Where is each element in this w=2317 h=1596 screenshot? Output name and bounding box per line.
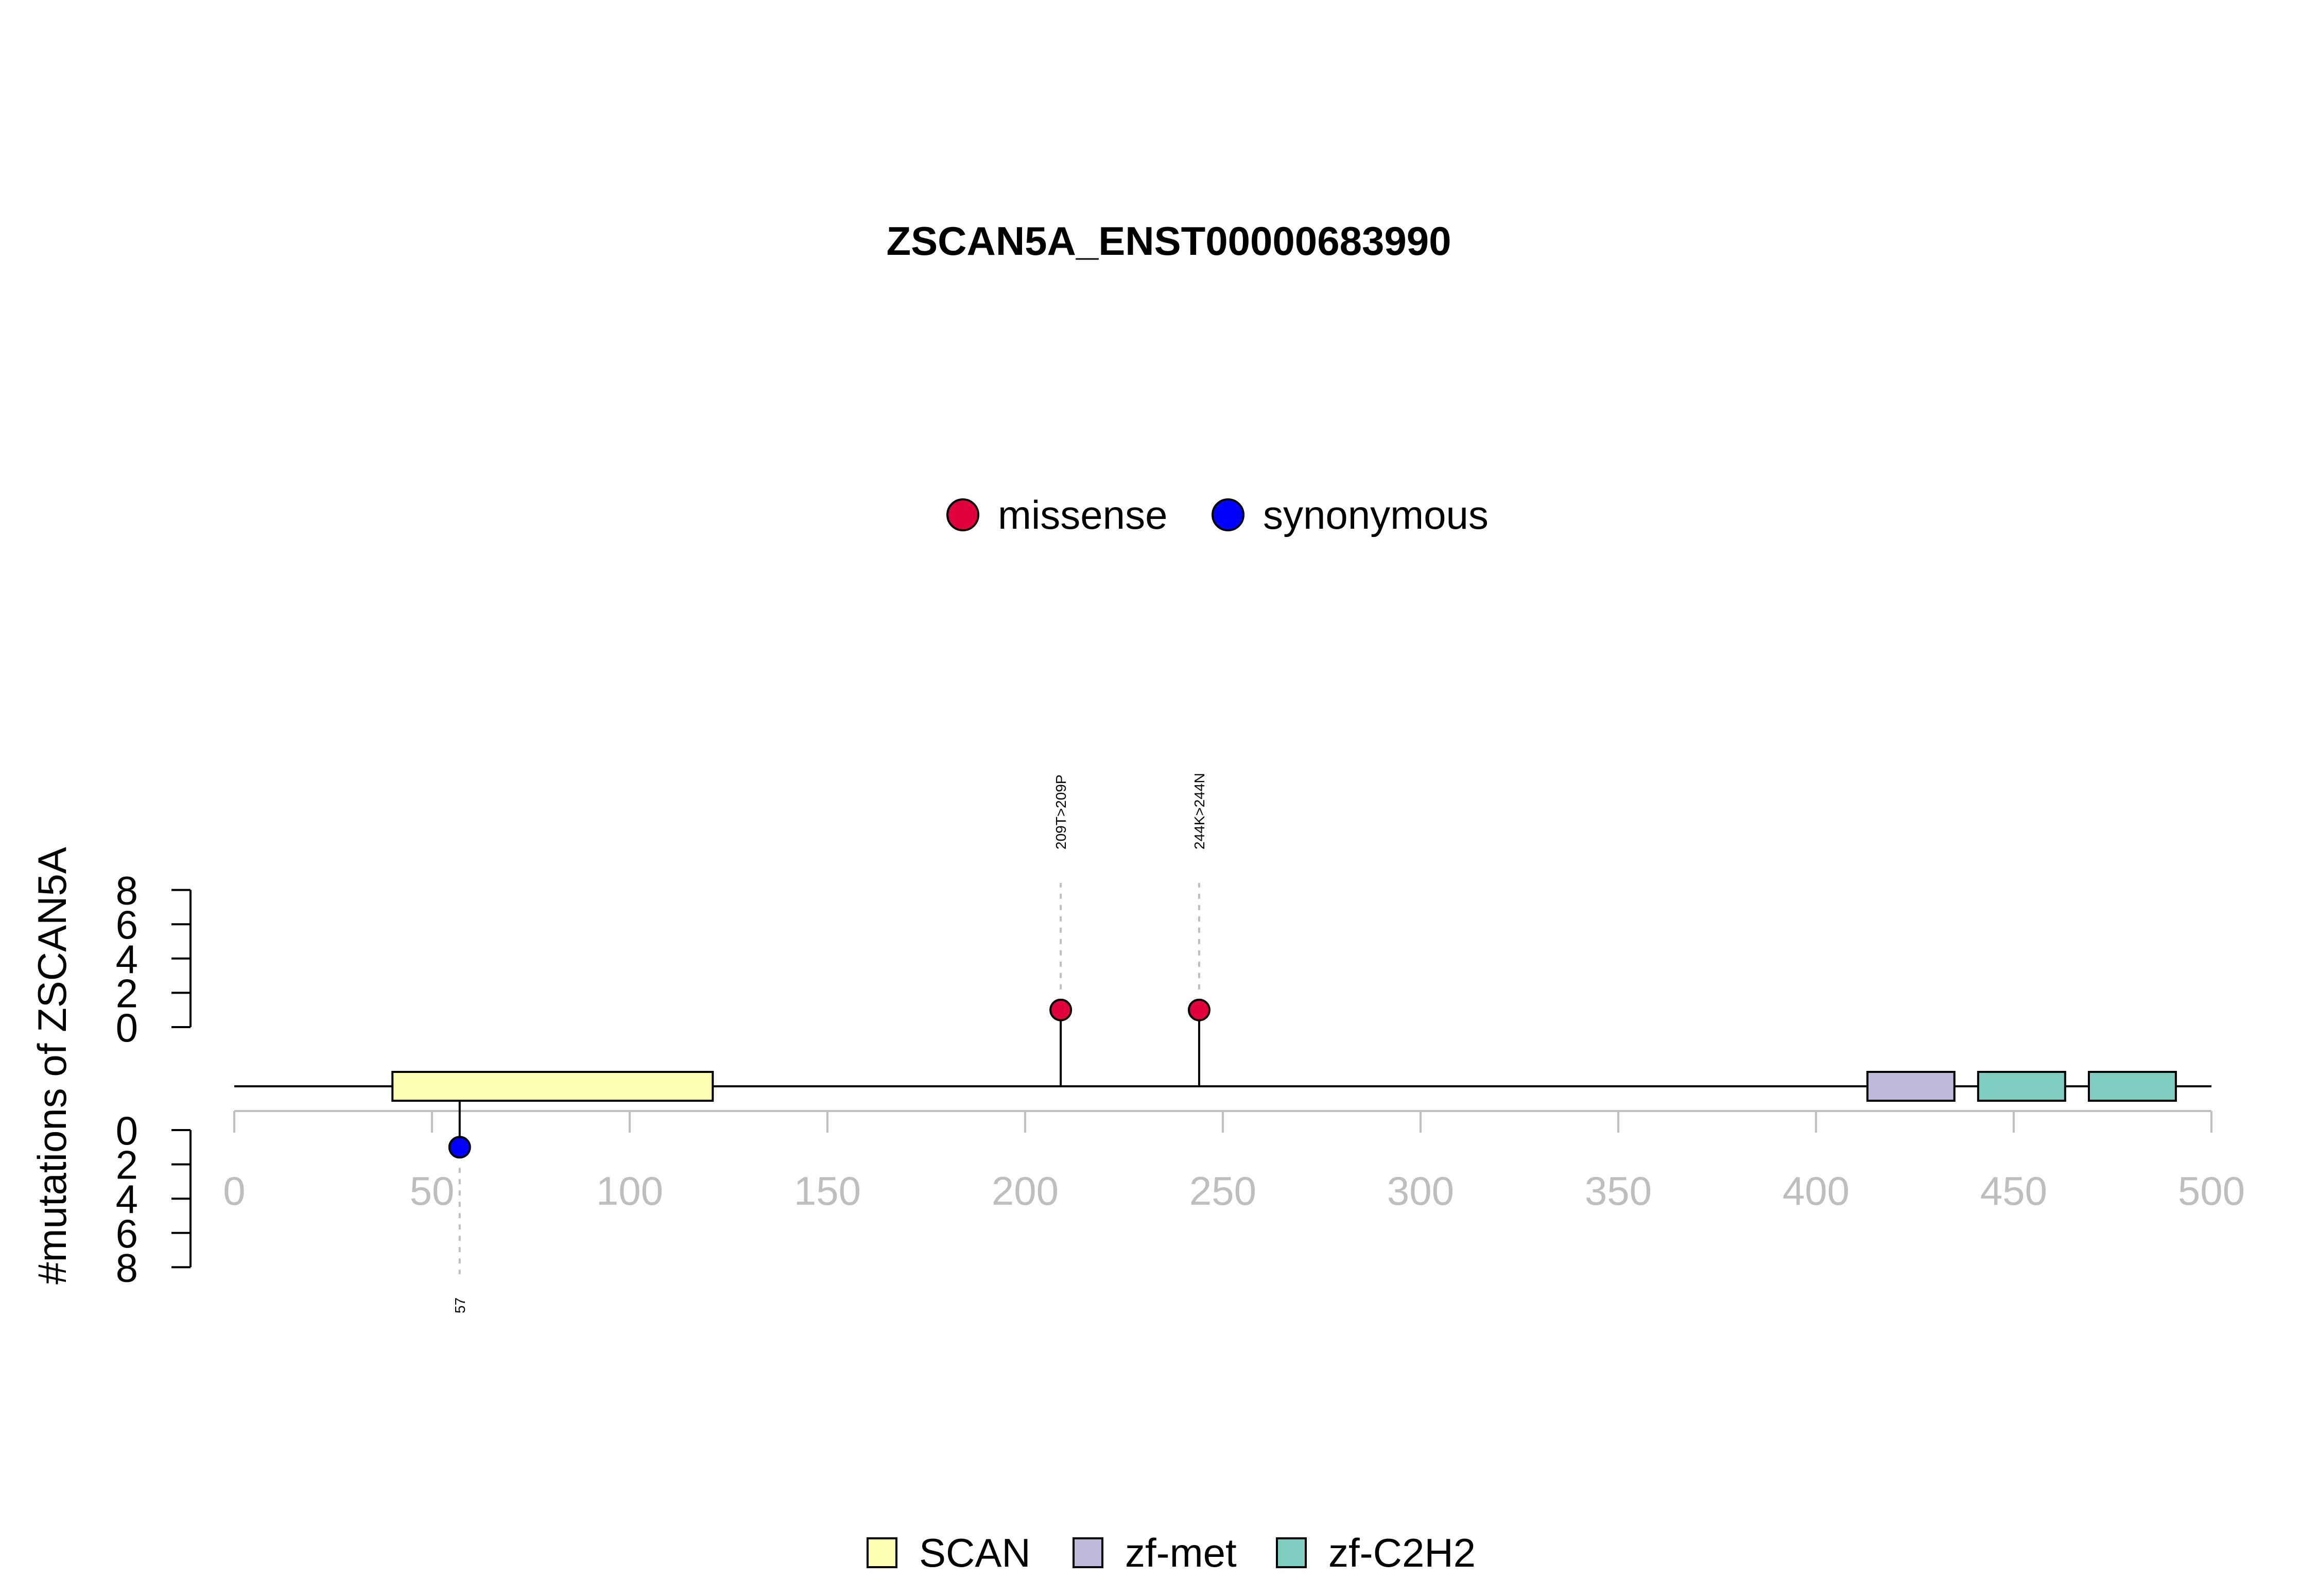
x-tick-label-100: 100 [596, 1168, 663, 1213]
x-tick-label-300: 300 [1387, 1168, 1454, 1213]
legend-marker-synonymous [1212, 498, 1244, 531]
legend-label-missense: missense [998, 492, 1167, 537]
mutation-lollipops: 209T>209P 244K>244N 57 [448, 773, 1211, 1313]
mutation-label-209: 209T>209P [1053, 774, 1069, 849]
mutation-head-57 [448, 1136, 471, 1159]
x-tick-label-150: 150 [794, 1168, 861, 1213]
protein-domains [391, 1071, 2177, 1102]
x-tick-label-200: 200 [992, 1168, 1059, 1213]
y-tick-label-upper-4: 4 [116, 936, 138, 982]
y-tick-label-upper-8: 8 [116, 868, 138, 913]
domain-legend: SCAN zf-met zf-C2H2 [867, 1530, 1476, 1575]
domain-zf-C2H2-3 [2087, 1071, 2177, 1102]
domain-legend-label-SCAN: SCAN [919, 1530, 1031, 1575]
x-tick-label-450: 450 [1980, 1168, 2047, 1213]
mutation-label-244: 244K>244N [1191, 773, 1207, 849]
y-tick-label-lower-2: 2 [116, 1142, 138, 1188]
domain-legend-swatch-SCAN [867, 1537, 897, 1568]
domain-SCAN-0 [391, 1071, 714, 1102]
x-tick-label-250: 250 [1189, 1168, 1256, 1213]
domain-zf-met-1 [1866, 1071, 1956, 1102]
x-axis: 0 50 100 150 200 250 300 350 400 450 500 [223, 1110, 2245, 1213]
y-tick-label-lower-6: 6 [116, 1211, 138, 1256]
y-tick-label-lower-8: 8 [116, 1245, 138, 1290]
x-tick-label-350: 350 [1585, 1168, 1652, 1213]
x-tick-label-500: 500 [2178, 1168, 2245, 1213]
x-tick-label-50: 50 [410, 1168, 455, 1213]
chart-title: ZSCAN5A_ENST00000683990 [887, 218, 1451, 264]
domain-legend-label-zf-C2H2: zf-C2H2 [1328, 1530, 1476, 1575]
mutation-head-244 [1187, 998, 1211, 1021]
y-tick-label-upper-2: 2 [116, 970, 138, 1016]
y-tick-label-lower-4: 4 [116, 1176, 138, 1222]
mutation-label-57: 57 [452, 1297, 468, 1313]
domain-legend-swatch-zf-C2H2 [1276, 1537, 1307, 1568]
domain-zf-C2H2-2 [1977, 1071, 2066, 1102]
y-tick-label-upper-0: 0 [116, 1005, 138, 1050]
x-tick-label-400: 400 [1783, 1168, 1849, 1213]
legend-marker-missense [946, 498, 979, 531]
y-tick-label-lower-0: 0 [116, 1108, 138, 1153]
y-tick-label-upper-6: 6 [116, 902, 138, 947]
domain-legend-swatch-zf-met [1073, 1537, 1103, 1568]
legend-label-synonymous: synonymous [1263, 492, 1489, 537]
domain-legend-label-zf-met: zf-met [1125, 1530, 1237, 1575]
x-tick-label-0: 0 [223, 1168, 245, 1213]
y-axis-label: #mutations of ZSCAN5A [29, 847, 75, 1285]
mutation-head-209 [1049, 998, 1073, 1021]
mutation-legend: missense synonymous [946, 492, 1489, 537]
